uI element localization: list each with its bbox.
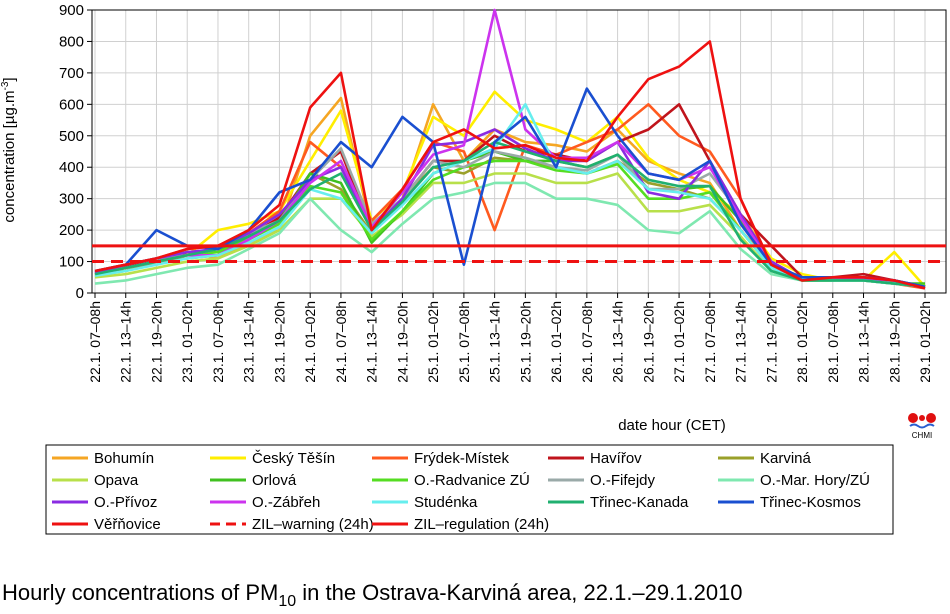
- x-tick-label: 26.1. 13–14h: [610, 301, 626, 383]
- x-tick-label: 28.1. 13–14h: [856, 301, 872, 383]
- y-tick-label: 800: [59, 33, 84, 50]
- x-tick-label: 27.1. 07–08h: [702, 301, 718, 383]
- x-tick-label: 22.1. 13–14h: [118, 301, 134, 383]
- y-tick-label: 300: [59, 191, 84, 208]
- x-tick-label: 26.1. 01–02h: [548, 301, 564, 383]
- legend-box: [45, 444, 894, 535]
- series-line: [94, 147, 926, 289]
- x-tick-label: 27.1. 13–14h: [733, 301, 749, 383]
- x-tick-label: 28.1. 07–08h: [825, 301, 841, 383]
- y-axis-label-text: concentration [µg.m: [1, 91, 18, 223]
- legend-label: Orlová: [252, 472, 297, 489]
- x-axis-label: date hour (CET): [618, 417, 726, 434]
- legend-label: Karviná: [760, 450, 812, 467]
- x-tick-label: 24.1. 07–08h: [333, 301, 349, 383]
- legend-label: O.-Zábřeh: [252, 494, 320, 511]
- x-tick-label: 27.1. 19–20h: [763, 301, 779, 383]
- logo-wave: [909, 423, 935, 429]
- legend-label: Třinec-Kosmos: [760, 494, 861, 511]
- y-tick-label: 700: [59, 65, 84, 82]
- legend-label: O.-Fifejdy: [590, 472, 656, 489]
- y-tick-label: 600: [59, 96, 84, 113]
- logo-dot: [908, 413, 918, 423]
- x-tick-label: 27.1. 01–02h: [671, 301, 687, 383]
- x-tick-label: 25.1. 13–14h: [487, 301, 503, 383]
- legend-label: O.-Mar. Hory/ZÚ: [760, 472, 870, 489]
- logo-dot: [919, 415, 925, 421]
- x-tick-label: 28.1. 01–02h: [794, 301, 810, 383]
- logo-text: CHMI: [912, 431, 932, 440]
- y-tick-label: 500: [59, 128, 84, 145]
- legend-label: ZIL–warning (24h): [252, 516, 374, 533]
- legend-label: Opava: [94, 472, 139, 489]
- y-tick-label: 0: [76, 285, 84, 302]
- series-line: [94, 40, 926, 290]
- y-tick-label: 100: [59, 254, 84, 271]
- y-axis-label-rest: ]: [1, 77, 18, 81]
- y-axis-label-sup: -3: [0, 81, 11, 90]
- y-axis-label: concentration [µg.m-3]: [0, 77, 18, 222]
- chart-title-rest: in the Ostrava-Karviná area, 22.1.–29.1.…: [296, 580, 742, 605]
- x-tick-label: 26.1. 07–08h: [579, 301, 595, 383]
- legend-label: O.-Přívoz: [94, 494, 157, 511]
- x-tick-label: 26.1. 19–20h: [640, 301, 656, 383]
- plot-frame: [91, 9, 947, 294]
- x-tick-label: 25.1. 07–08h: [456, 301, 472, 383]
- legend-label: Třinec-Kanada: [590, 494, 689, 511]
- x-tick-label: 23.1. 13–14h: [241, 301, 257, 383]
- series-line: [94, 181, 926, 289]
- logo-dot: [926, 413, 936, 423]
- legend-label: Český Těšín: [252, 450, 335, 467]
- x-tick-label: 23.1. 07–08h: [210, 301, 226, 383]
- legend-label: O.-Radvanice ZÚ: [414, 472, 530, 489]
- y-tick-label: 900: [59, 2, 84, 19]
- x-tick-label: 29.1. 01–02h: [917, 301, 933, 383]
- series-line: [94, 87, 926, 288]
- series-line: [94, 103, 926, 289]
- x-tick-label: 24.1. 19–20h: [394, 301, 410, 383]
- legend-label: Havířov: [590, 450, 642, 467]
- x-tick-label: 24.1. 13–14h: [364, 301, 380, 383]
- x-tick-label: 23.1. 19–20h: [271, 301, 287, 383]
- legend-label: Věřňovice: [94, 516, 161, 533]
- x-tick-label: 24.1. 01–02h: [302, 301, 318, 383]
- chart-title-sub: 10: [278, 593, 296, 610]
- x-tick-label: 25.1. 01–02h: [425, 301, 441, 383]
- chart-title: Hourly concentrations of PM10 in the Ost…: [2, 580, 743, 610]
- chart-title-text: Hourly concentrations of PM: [2, 580, 278, 605]
- legend-label: Studénka: [414, 494, 478, 511]
- legend-label: ZIL–regulation (24h): [414, 516, 549, 533]
- x-tick-label: 23.1. 01–02h: [179, 301, 195, 383]
- x-tick-label: 25.1. 19–20h: [517, 301, 533, 383]
- series-line: [94, 90, 926, 288]
- series-line: [94, 159, 926, 287]
- legend-label: Bohumín: [94, 450, 154, 467]
- x-tick-label: 22.1. 07–08h: [87, 301, 103, 383]
- series-line: [94, 156, 926, 289]
- legend-label: Frýdek-Místek: [414, 450, 510, 467]
- x-tick-label: 28.1. 19–20h: [886, 301, 902, 383]
- logo: CHMI: [908, 413, 936, 440]
- y-tick-label: 400: [59, 159, 84, 176]
- y-tick-label: 200: [59, 222, 84, 239]
- x-tick-label: 22.1. 19–20h: [148, 301, 164, 383]
